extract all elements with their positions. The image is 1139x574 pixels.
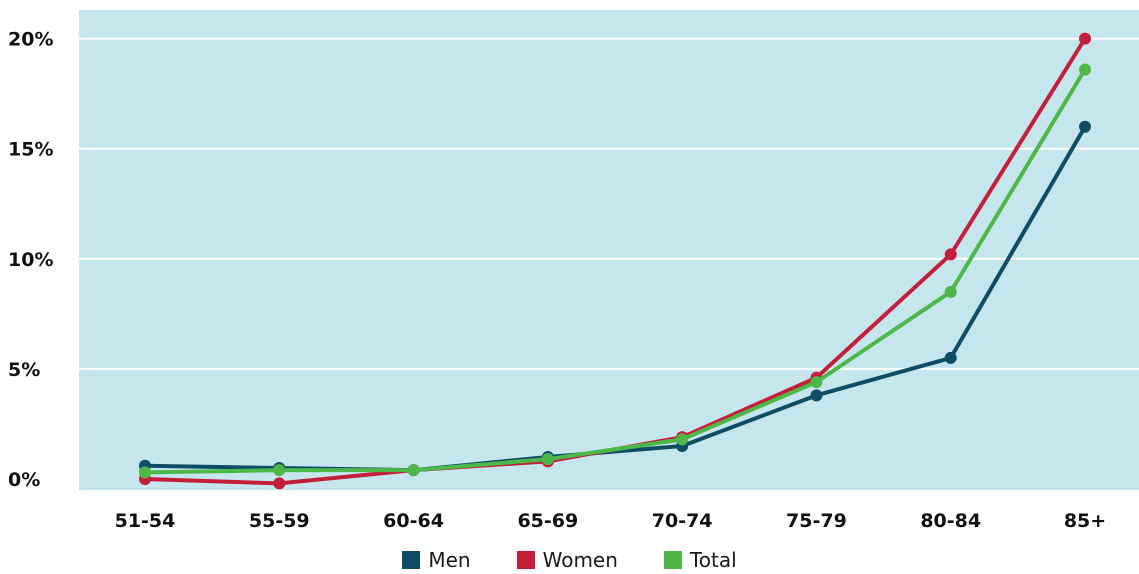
data-point bbox=[273, 477, 286, 490]
legend-swatch bbox=[663, 551, 682, 569]
data-point bbox=[273, 464, 286, 477]
data-point bbox=[810, 389, 823, 402]
data-point bbox=[944, 351, 957, 364]
data-point bbox=[944, 285, 957, 298]
y-tick-label: 5% bbox=[8, 359, 40, 381]
data-point bbox=[407, 464, 420, 477]
legend-item-men: Men bbox=[402, 548, 471, 572]
data-point bbox=[1079, 120, 1091, 133]
legend-swatch bbox=[516, 551, 535, 569]
x-axis-ticks: 51-54 55-59 60-64 65-69 70-74 75-79 80-84 85+ bbox=[115, 510, 1107, 532]
plot-background bbox=[79, 10, 1139, 490]
legend-label: Men bbox=[428, 548, 471, 572]
legend-item-women: Women bbox=[516, 548, 618, 572]
legend-label: Women bbox=[542, 548, 618, 572]
y-tick-label: 15% bbox=[8, 139, 53, 161]
data-point bbox=[676, 433, 689, 446]
x-tick-label: 55-59 bbox=[249, 510, 310, 532]
data-point bbox=[810, 376, 823, 389]
x-tick-label: 65-69 bbox=[517, 510, 578, 532]
data-point bbox=[541, 453, 554, 466]
y-axis-ticks: 0% 5% 10% 15% 20% bbox=[8, 29, 53, 491]
y-tick-label: 10% bbox=[8, 249, 53, 271]
data-point bbox=[1079, 63, 1091, 76]
data-point bbox=[944, 248, 957, 261]
legend-item-total: Total bbox=[663, 548, 737, 572]
x-tick-label: 60-64 bbox=[383, 510, 444, 532]
series-total bbox=[139, 63, 1091, 479]
data-point bbox=[1079, 32, 1091, 45]
legend: Men Women Total bbox=[0, 548, 1139, 572]
gridlines bbox=[79, 37, 1139, 370]
x-tick-label: 75-79 bbox=[786, 510, 847, 532]
series-line bbox=[144, 68, 1087, 475]
x-tick-label: 51-54 bbox=[115, 510, 176, 532]
y-tick-label: 0% bbox=[8, 469, 40, 491]
x-tick-label: 80-84 bbox=[920, 510, 981, 532]
x-tick-label: 85+ bbox=[1064, 510, 1106, 532]
y-tick-label: 20% bbox=[8, 29, 53, 51]
legend-label: Total bbox=[689, 548, 737, 572]
series-lines bbox=[139, 32, 1091, 490]
x-tick-label: 70-74 bbox=[652, 510, 713, 532]
data-point bbox=[139, 466, 151, 479]
legend-swatch bbox=[402, 551, 421, 569]
